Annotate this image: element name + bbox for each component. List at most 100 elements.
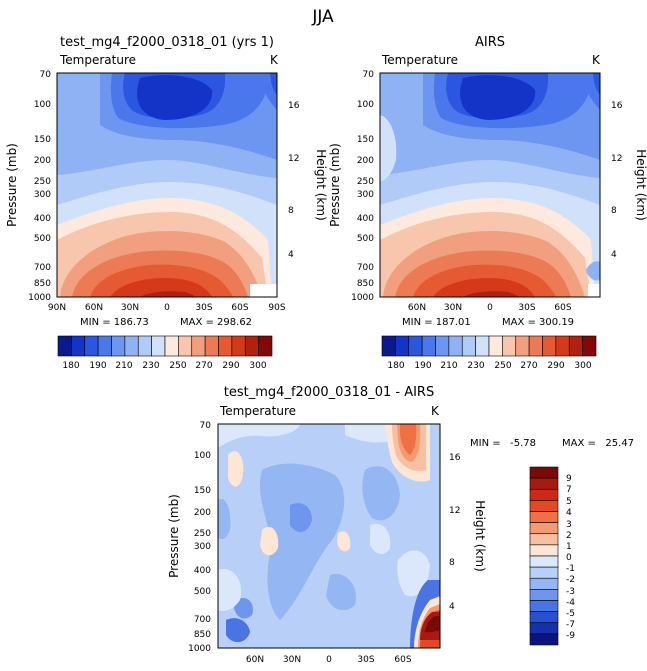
y-tick: 70 [363, 70, 375, 80]
colorbar-swatch [529, 533, 559, 546]
height-tick: 16 [611, 101, 623, 111]
colorbar-swatch [529, 566, 559, 579]
x-tick: 60S [231, 303, 248, 313]
panel-diff-frame [217, 423, 441, 649]
y-tick: 150 [194, 486, 211, 496]
y-tick: 70 [200, 421, 212, 431]
x-tick: 90S [268, 303, 285, 313]
colorbar-swatch [529, 544, 559, 557]
colorbar-label: 190 [89, 361, 106, 371]
band-level-14 [110, 278, 212, 297]
colorbar-swatch [408, 335, 423, 357]
y-tick: 700 [357, 263, 374, 273]
colorbar-swatch [71, 335, 86, 357]
x-tick: 60N [85, 303, 103, 313]
band-level-15 [463, 291, 519, 297]
colorbar-label: 2 [566, 531, 572, 541]
x-tick: 30S [357, 655, 374, 665]
band-level-6 [234, 597, 253, 619]
panel-model-variable: Temperature [59, 53, 136, 67]
colorbar-swatch [542, 335, 557, 357]
colorbar-label: 300 [574, 361, 591, 371]
colorbar-swatch [124, 335, 139, 357]
colorbar-swatch [529, 477, 559, 490]
y-tick: 150 [357, 135, 374, 145]
colorbar-swatch [529, 622, 559, 635]
y-tick: 500 [357, 234, 374, 244]
band-level-25 [425, 616, 440, 633]
band-level-10 [370, 523, 391, 555]
panel-model-title: test_mg4_f2000_0318_01 (yrs 1) [60, 35, 274, 50]
height-tick: 4 [611, 250, 617, 260]
colorbar-swatch [204, 335, 219, 357]
band-level-2 [218, 499, 231, 540]
panel-diff-field [218, 424, 440, 648]
colorbar-swatch [164, 335, 179, 357]
panel-diff-max: MAX = 25.47 [562, 438, 634, 449]
colorbar-label: 180 [387, 361, 404, 371]
x-tick: 0 [326, 655, 332, 665]
panel-diff-y-axis: 70 100 150 200 250 300 400 500 700 850 1… [188, 421, 211, 654]
panel-model-colorbar [57, 335, 273, 357]
x-tick: 30N [283, 655, 301, 665]
y-tick: 1000 [28, 293, 51, 303]
panel-model-field [57, 73, 277, 297]
y-tick: 1000 [351, 293, 374, 303]
y-tick: 250 [357, 177, 374, 187]
y-tick: 400 [357, 214, 374, 224]
band-level-15 [140, 291, 196, 297]
colorbar-label: 270 [195, 361, 212, 371]
x-tick: 30S [195, 303, 212, 313]
y-tick: 850 [194, 630, 211, 640]
y-tick: 700 [194, 615, 211, 625]
x-tick: 60N [246, 655, 264, 665]
panel-model-units: K [270, 53, 279, 67]
y-tick: 200 [194, 508, 211, 518]
panel-diff: test_mg4_f2000_0318_01 - AIRS Temperatur… [167, 385, 634, 665]
colorbar-swatch [258, 335, 273, 357]
y-tick: 100 [357, 100, 374, 110]
panel-airs: AIRS Temperature K 70 10 [328, 35, 647, 371]
panel-airs-ylabel: Pressure (mb) [328, 143, 342, 227]
band-level-1 [259, 463, 345, 620]
colorbar-swatch [111, 335, 126, 357]
colorbar-label: -3 [566, 587, 575, 597]
colorbar-swatch [529, 522, 559, 535]
panel-diff-ylabel-right: Height (km) [473, 500, 487, 571]
y-tick: 70 [40, 70, 52, 80]
colorbar-label: 0 [566, 553, 572, 563]
colorbar-label: 7 [566, 485, 572, 495]
colorbar-label: 9 [566, 474, 572, 484]
panel-airs-colorbar [381, 335, 597, 357]
panel-model-frame [56, 72, 278, 298]
y-tick: 100 [34, 100, 51, 110]
panel-diff-colorbar [529, 466, 559, 646]
panel-diff-x-axis: 60N 30N 0 30S 60S [246, 655, 412, 665]
band-level-17 [586, 261, 600, 281]
colorbar-swatch [529, 511, 559, 523]
band-level-5 [137, 75, 213, 120]
band-level-14 [433, 278, 535, 297]
panel-airs-field [380, 73, 600, 297]
colorbar-swatch [529, 611, 559, 624]
colorbar-swatch [151, 335, 166, 357]
band-level-20 [226, 618, 250, 643]
panel-airs-height-axis: 16 12 8 4 [611, 101, 623, 260]
panel-diff-title: test_mg4_f2000_0318_01 - AIRS [224, 385, 434, 400]
colorbar-label: 290 [222, 361, 239, 371]
height-tick: 12 [611, 154, 622, 164]
colorbar-swatch [529, 488, 559, 501]
height-tick: 4 [288, 250, 294, 260]
colorbar-label: 3 [566, 520, 572, 530]
y-tick: 150 [34, 135, 51, 145]
panel-diff-min: MIN = -5.78 [470, 438, 536, 449]
band-level-14 [337, 531, 351, 552]
band-level-7 [593, 73, 600, 95]
panel-diff-ylabel: Pressure (mb) [167, 494, 181, 578]
colorbar-label: 250 [169, 361, 186, 371]
panel-airs-ylabel-right: Height (km) [634, 149, 647, 220]
y-tick: 400 [34, 214, 51, 224]
height-tick: 16 [288, 101, 300, 111]
colorbar-swatch [475, 335, 490, 357]
colorbar-label: 270 [520, 361, 537, 371]
